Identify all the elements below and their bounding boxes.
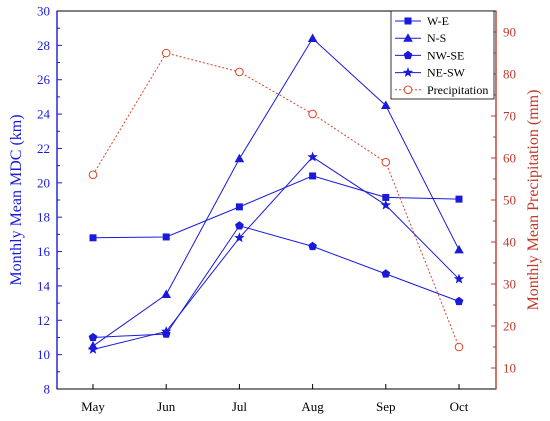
series-precipitation [88,48,464,352]
data-point [160,325,172,336]
data-point [307,151,318,162]
series-line [92,175,460,239]
right-tick-label: 20 [503,319,516,334]
y-axis-title-left: Monthly Mean MDC (km) [8,114,25,285]
left-tick-label: 14 [37,278,51,293]
data-point [380,199,392,210]
y-axis-title-right: Monthly Mean Precipitation (mm) [525,90,542,311]
series-line [92,225,460,338]
data-point [235,67,244,77]
x-tick-label: Aug [301,399,324,414]
legend-marker [402,67,414,78]
data-point [454,244,464,254]
data-point [88,170,98,180]
data-point [161,48,171,58]
series-nw-se [88,221,464,342]
legend-item: NW-SE [395,48,464,62]
left-axis-ticks: 8 10 12 14 16 18 20 22 24 26 28 30 [37,4,62,397]
series-w-e [89,172,463,242]
right-tick-label: 50 [503,193,516,208]
data-point [454,342,464,352]
right-tick-label: 40 [503,235,516,250]
data-point [309,172,317,180]
legend-item: W-E [395,14,449,28]
legend-label: NW-SE [427,48,464,62]
legend: W-E N-S NW-SE NE-SW Precipitation [390,10,495,100]
data-point [88,332,98,342]
legend-marker [403,85,413,95]
series-line [92,37,460,347]
data-point [307,33,318,42]
left-tick-label: 26 [37,72,51,87]
data-point [382,193,390,201]
right-tick-label: 10 [503,361,516,376]
data-point [381,269,391,278]
data-point [234,153,245,163]
data-point [453,273,465,284]
series-line [92,156,460,350]
x-axis-ticks: May Jun Jul Aug Sep Oct [81,384,469,414]
left-tick-label: 18 [37,210,50,225]
data-point [308,241,317,251]
legend-item: Precipitation [395,83,488,97]
data-point [234,232,245,243]
x-tick-label: Jun [157,399,176,414]
legend-label: Precipitation [427,83,488,97]
left-tick-label: 24 [37,107,51,122]
right-tick-label: 80 [503,67,516,82]
left-tick-label: 8 [44,382,51,397]
data-point [89,234,97,242]
legend-label: NE-SW [427,66,466,80]
left-tick-label: 28 [37,38,50,53]
x-tick-label: May [81,399,105,414]
right-axis-ticks: 10 20 30 40 50 60 70 80 90 [491,10,516,376]
data-point [454,296,464,306]
legend-marker [403,33,413,42]
right-tick-label: 70 [503,109,516,124]
right-tick-label: 30 [503,277,516,292]
series-ne-sw [87,151,465,354]
data-point [161,289,171,298]
right-tick-label: 90 [503,25,516,40]
data-point [381,100,391,109]
left-tick-label: 30 [37,4,50,19]
data-point [381,157,391,167]
data-point [308,109,317,119]
legend-label: N-S [427,31,446,45]
left-tick-label: 10 [37,347,50,362]
x-tick-label: Sep [376,399,396,414]
left-tick-label: 16 [37,244,51,259]
data-point [162,233,170,241]
legend-marker [404,17,412,25]
legend-item: N-S [395,31,446,45]
legend-label: W-E [427,14,449,28]
legend-item: NE-SW [395,66,466,80]
data-point [235,221,244,230]
data-point [235,203,243,211]
left-tick-label: 20 [37,175,50,190]
data-point [455,195,463,203]
right-tick-label: 60 [503,151,516,166]
x-tick-label: Oct [450,399,469,414]
series-layer [87,33,465,354]
left-tick-label: 22 [37,141,50,156]
legend-marker [403,50,413,60]
data-point [87,343,99,354]
x-tick-label: Jul [232,399,248,414]
left-tick-label: 12 [37,313,50,328]
